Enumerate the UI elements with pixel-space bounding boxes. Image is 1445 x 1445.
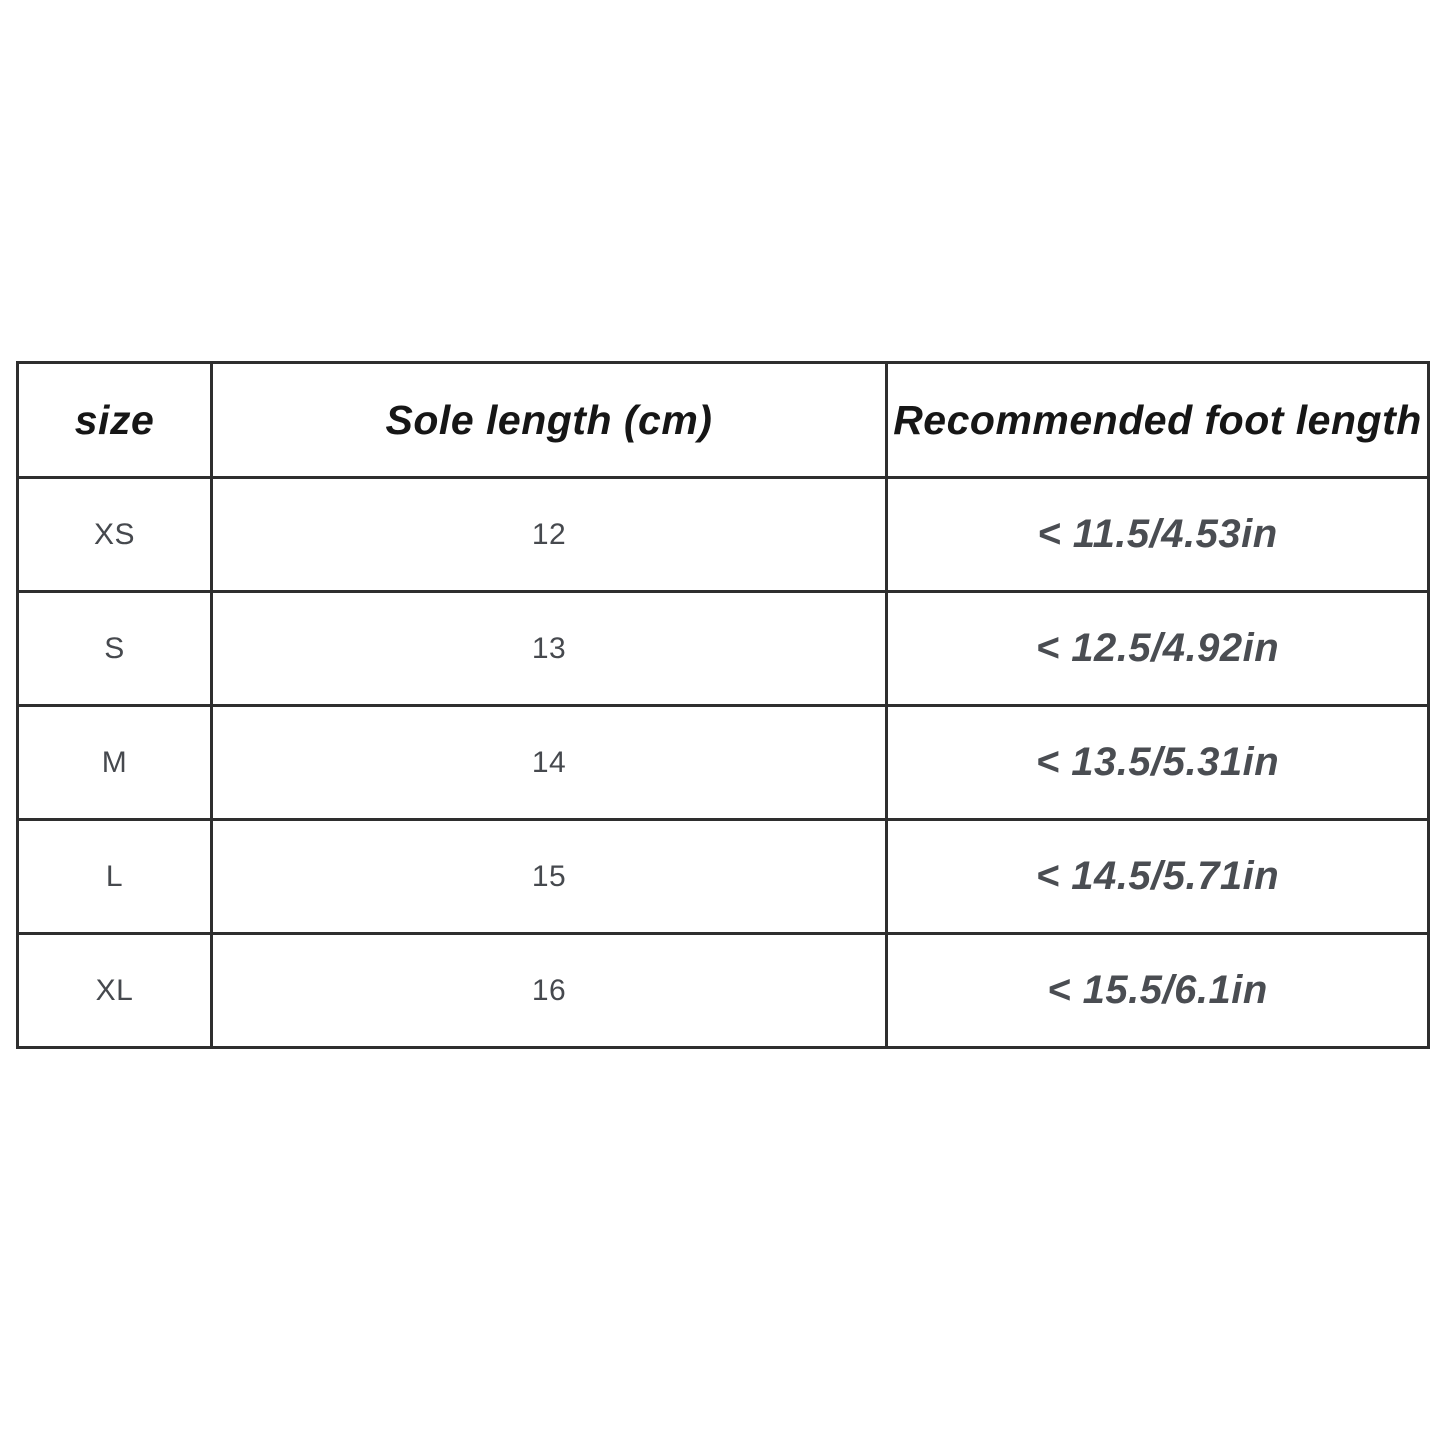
cell-foot-l: < 14.5/5.71in [885, 818, 1430, 935]
table-header: size Sole length (cm) Recommended foot l… [16, 361, 1430, 479]
table-row: M 14 < 13.5/5.31in [16, 704, 1430, 821]
size-chart-table: size Sole length (cm) Recommended foot l… [16, 361, 1430, 1049]
header-row: size Sole length (cm) Recommended foot l… [16, 361, 1430, 479]
cell-sole-xs: 12 [210, 476, 888, 593]
cell-size-m: M [16, 704, 213, 821]
header-sole-length: Sole length (cm) [210, 361, 888, 479]
cell-sole-l: 15 [210, 818, 888, 935]
table-row: S 13 < 12.5/4.92in [16, 590, 1430, 707]
cell-foot-xl: < 15.5/6.1in [885, 932, 1430, 1049]
table-row: XL 16 < 15.5/6.1in [16, 932, 1430, 1049]
cell-size-xl: XL [16, 932, 213, 1049]
header-recommended-foot-length: Recommended foot length [885, 361, 1430, 479]
table-row: XS 12 < 11.5/4.53in [16, 476, 1430, 593]
cell-sole-s: 13 [210, 590, 888, 707]
cell-size-l: L [16, 818, 213, 935]
cell-foot-m: < 13.5/5.31in [885, 704, 1430, 821]
header-size: size [16, 361, 213, 479]
cell-size-xs: XS [16, 476, 213, 593]
table-body: XS 12 < 11.5/4.53in S 13 < 12.5/4.92in M… [16, 476, 1430, 1049]
table-row: L 15 < 14.5/5.71in [16, 818, 1430, 935]
cell-sole-xl: 16 [210, 932, 888, 1049]
cell-sole-m: 14 [210, 704, 888, 821]
cell-size-s: S [16, 590, 213, 707]
cell-foot-s: < 12.5/4.92in [885, 590, 1430, 707]
cell-foot-xs: < 11.5/4.53in [885, 476, 1430, 593]
